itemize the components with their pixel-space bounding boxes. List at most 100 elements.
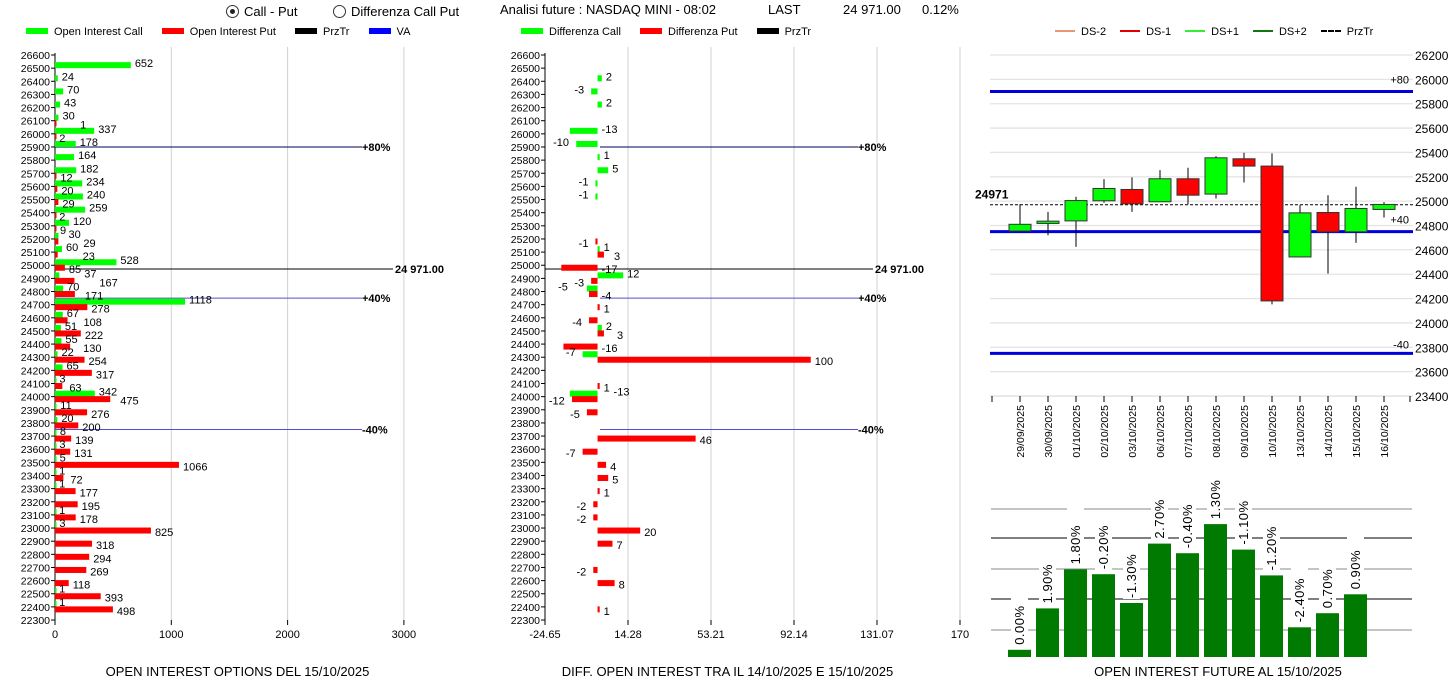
future-bar bbox=[1204, 524, 1227, 657]
future-bar-label: 0.70% bbox=[1320, 569, 1335, 608]
candle-body bbox=[1092, 187, 1116, 202]
call-value-label: 3 bbox=[59, 439, 65, 451]
put-value-label: 278 bbox=[91, 304, 109, 316]
put-bar bbox=[55, 527, 151, 534]
put-bar bbox=[55, 343, 71, 350]
call-bar bbox=[55, 403, 57, 410]
call-value-label: 1 bbox=[59, 584, 65, 596]
put-value-label: 1 bbox=[80, 120, 86, 132]
legend-item: DS-2 bbox=[1055, 26, 1106, 38]
call-value-label: 5 bbox=[60, 452, 66, 464]
call-value-label: 240 bbox=[87, 190, 105, 202]
va-label: +40% bbox=[362, 293, 391, 305]
call-value-label: 24 bbox=[62, 71, 74, 83]
put-value-label: 130 bbox=[83, 343, 101, 355]
y-tick-label: 22400 bbox=[511, 602, 540, 614]
candle-body bbox=[1064, 200, 1088, 222]
call-value-label: 1118 bbox=[189, 295, 212, 307]
radio-call-put[interactable]: Call - Put bbox=[226, 4, 297, 19]
call-bar bbox=[55, 272, 60, 279]
put-bar bbox=[55, 448, 71, 455]
future-bar bbox=[1344, 594, 1367, 657]
y-tick-label: 25500 bbox=[511, 195, 540, 207]
candle-body bbox=[1316, 211, 1340, 233]
put-bar bbox=[589, 291, 598, 298]
call-value-label: 51 bbox=[65, 321, 77, 333]
put-value-label: 131 bbox=[74, 448, 92, 460]
future-bar-label: -0.40% bbox=[1180, 504, 1195, 548]
put-bar bbox=[597, 527, 641, 534]
put-bar bbox=[561, 264, 598, 271]
put-bar bbox=[597, 330, 604, 337]
call-value-label: 11 bbox=[60, 400, 71, 412]
call-bar bbox=[55, 508, 57, 515]
y-tick-label: 25700 bbox=[511, 168, 540, 180]
y-tick-label: 23900 bbox=[21, 405, 50, 417]
put-bar bbox=[593, 514, 598, 521]
put-value-label: -4 bbox=[572, 317, 582, 329]
put-bar bbox=[55, 422, 79, 429]
radio-differenza[interactable]: Differenza Call Put bbox=[333, 4, 459, 19]
y-tick-label: 26300 bbox=[511, 89, 540, 101]
legend-label: Differenza Call bbox=[549, 26, 621, 38]
y-tick-label: 23800 bbox=[1415, 341, 1449, 355]
legend-label: Open Interest Put bbox=[189, 26, 276, 38]
put-value-label: 498 bbox=[117, 606, 135, 618]
put-bar bbox=[597, 580, 615, 587]
legend-swatch-przTr bbox=[295, 28, 317, 34]
x-tick-label: 14.28 bbox=[614, 629, 642, 641]
x-tick-label: 13/10/2025 bbox=[1295, 405, 1307, 458]
put-bar bbox=[55, 593, 101, 600]
call-value-label: 1 bbox=[59, 465, 65, 477]
put-bar bbox=[55, 553, 90, 560]
legend-label: DS+2 bbox=[1278, 26, 1307, 38]
call-bar bbox=[597, 272, 624, 279]
future-bar-label: 0.90% bbox=[1348, 550, 1363, 589]
legend-swatch-va bbox=[368, 28, 391, 34]
legend-swatch-przTr bbox=[756, 28, 779, 34]
y-tick-label: 24400 bbox=[511, 339, 540, 351]
call-value-label: 55 bbox=[65, 334, 77, 346]
call-value-label: -7 bbox=[566, 347, 576, 359]
y-tick-label: 25100 bbox=[511, 247, 540, 259]
call-bar bbox=[55, 456, 57, 463]
va-label: -40% bbox=[362, 424, 388, 436]
call-value-label: 5 bbox=[612, 163, 618, 175]
chart-title-oi: OPEN INTEREST OPTIONS DEL 15/10/2025 bbox=[105, 664, 370, 679]
put-value-label: -4 bbox=[602, 291, 612, 303]
y-tick-label: 25400 bbox=[21, 208, 50, 220]
call-value-label: 3 bbox=[59, 518, 65, 530]
call-bar bbox=[597, 75, 602, 82]
future-bar bbox=[1064, 569, 1087, 657]
call-value-label: 30 bbox=[62, 111, 74, 123]
y-tick-label: 22600 bbox=[511, 576, 540, 588]
call-bar bbox=[55, 206, 86, 213]
put-bar bbox=[563, 343, 598, 350]
put-bar bbox=[55, 409, 88, 416]
put-bar bbox=[55, 120, 57, 127]
put-bar bbox=[55, 330, 81, 337]
legend-swatch-put bbox=[161, 28, 184, 34]
put-value-label: 1 bbox=[604, 304, 610, 316]
call-bar bbox=[586, 285, 598, 292]
y-tick-label: 22300 bbox=[511, 615, 540, 627]
y-tick-label: 22400 bbox=[21, 602, 50, 614]
call-value-label: 67 bbox=[67, 308, 79, 320]
legend-label: Differenza Put bbox=[668, 26, 738, 38]
call-bar bbox=[55, 416, 58, 423]
put-bar bbox=[597, 474, 609, 481]
put-bar bbox=[55, 199, 59, 206]
put-bar bbox=[571, 396, 598, 403]
put-bar bbox=[55, 291, 75, 298]
put-value-label: 20 bbox=[644, 527, 656, 539]
put-bar bbox=[55, 225, 57, 232]
call-value-label: -5 bbox=[558, 282, 568, 294]
y-tick-label: 24400 bbox=[21, 339, 50, 351]
x-tick-label: -24.65 bbox=[529, 629, 560, 641]
put-value-label: -2 bbox=[577, 566, 587, 578]
call-bar bbox=[55, 324, 61, 331]
put-value-label: 29 bbox=[62, 199, 74, 211]
put-bar bbox=[55, 396, 111, 403]
legend-swatch-call bbox=[26, 28, 48, 34]
y-tick-label: 23900 bbox=[511, 405, 540, 417]
